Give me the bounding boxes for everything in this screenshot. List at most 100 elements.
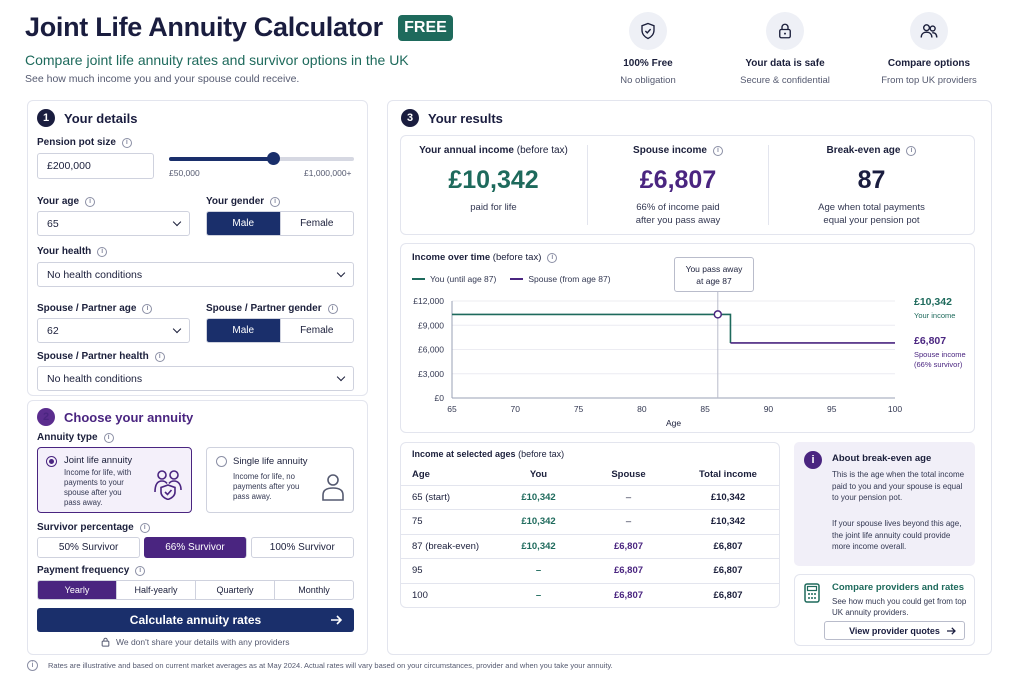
annuity-heading: 2 Choose your annuity bbox=[37, 408, 193, 426]
table-title-text: Income at selected ages bbox=[412, 449, 516, 459]
info-icon[interactable]: i bbox=[97, 246, 108, 257]
spouse-age-select[interactable]: 62 bbox=[37, 318, 190, 343]
end-label-spouse-value: £6,807 bbox=[914, 335, 947, 347]
spouse-gender-male[interactable]: Male bbox=[207, 319, 281, 342]
about-p2: If your spouse lives beyond this age, th… bbox=[832, 519, 962, 551]
joint-life-option[interactable]: Joint life annuity Income for life, with… bbox=[37, 447, 192, 513]
x-tick-label: 70 bbox=[511, 404, 521, 414]
gender-toggle: Male Female bbox=[206, 211, 354, 236]
info-icon[interactable]: i bbox=[139, 522, 150, 533]
cell-you: £10,342 bbox=[496, 484, 581, 510]
info-icon[interactable]: i bbox=[142, 303, 153, 314]
info-icon[interactable]: i bbox=[547, 252, 558, 263]
radio-unselected[interactable] bbox=[216, 456, 227, 467]
col-you: You bbox=[529, 469, 548, 481]
feature-sub: Secure & confidential bbox=[740, 75, 830, 86]
free-badge: FREE bbox=[398, 15, 453, 41]
health-label: Your health i bbox=[37, 246, 108, 257]
freq-yearly[interactable]: Yearly bbox=[38, 581, 117, 599]
y-tick-label: £12,000 bbox=[413, 296, 444, 306]
info-icon[interactable]: i bbox=[121, 137, 132, 148]
series-you-line bbox=[452, 313, 732, 343]
annuity-heading-text: Choose your annuity bbox=[64, 409, 194, 425]
table-row: 75 £10,342 – £10,342 bbox=[401, 509, 780, 534]
callout-line1: You pass away bbox=[685, 264, 743, 274]
slider-min-label: £50,000 bbox=[169, 168, 200, 178]
person-icon bbox=[321, 472, 345, 507]
gender-male[interactable]: Male bbox=[207, 212, 281, 235]
pass-away-callout: You pass away at age 87 bbox=[674, 257, 754, 292]
annual-income-label: Your annual income (before tax) bbox=[400, 145, 587, 156]
spouse-gender-toggle: Male Female bbox=[206, 318, 354, 343]
annual-income-sub: paid for life bbox=[470, 202, 517, 213]
calculate-button[interactable]: Calculate annuity rates bbox=[37, 608, 354, 632]
info-icon[interactable]: i bbox=[103, 432, 114, 443]
about-title: About break-even age bbox=[832, 453, 932, 464]
breakeven-sub2: equal your pension pot bbox=[823, 215, 920, 226]
info-icon[interactable]: i bbox=[85, 196, 96, 207]
cell-age: 87 (break-even) bbox=[401, 533, 496, 559]
freq-quarterly[interactable]: Quarterly bbox=[196, 581, 275, 599]
joint-life-title: Joint life annuity bbox=[64, 455, 133, 466]
lock-icon bbox=[101, 637, 110, 647]
info-icon[interactable]: i bbox=[327, 303, 338, 314]
table-title-small: (before tax) bbox=[518, 449, 565, 459]
gender-label: Your gender i bbox=[206, 196, 281, 207]
info-icon[interactable]: i bbox=[154, 351, 165, 362]
info-icon[interactable]: i bbox=[135, 565, 146, 576]
spouse-health-select[interactable]: No health conditions bbox=[37, 366, 354, 391]
health-select[interactable]: No health conditions bbox=[37, 262, 354, 287]
arrow-right-icon bbox=[947, 626, 956, 635]
view-quotes-label: View provider quotes bbox=[849, 625, 940, 636]
freq-monthly[interactable]: Monthly bbox=[298, 585, 330, 595]
info-icon[interactable]: i bbox=[712, 145, 723, 156]
end-label-spouse-sub: Spouse income (66% survivor) bbox=[914, 350, 966, 369]
pot-label: Pension pot size i bbox=[37, 137, 132, 148]
shield-check-icon bbox=[629, 12, 667, 50]
survivor-label-text: Survivor percentage bbox=[37, 522, 134, 533]
pot-label-text: Pension pot size bbox=[37, 137, 116, 148]
gender-label-text: Your gender bbox=[206, 196, 265, 207]
cell-age: 65 (start) bbox=[401, 484, 496, 510]
cell-spouse: £6,807 bbox=[581, 558, 676, 583]
col-age: Age bbox=[412, 469, 430, 481]
step-number: 1 bbox=[37, 109, 55, 127]
view-quotes-button[interactable]: View provider quotes bbox=[824, 621, 965, 640]
info-icon[interactable]: i bbox=[906, 145, 917, 156]
cell-you: £10,342 bbox=[496, 533, 581, 559]
pot-slider-thumb[interactable] bbox=[266, 152, 280, 165]
gender-female[interactable]: Female bbox=[300, 218, 334, 229]
breakeven-value: 87 bbox=[857, 166, 886, 194]
y-tick-label: £3,000 bbox=[418, 369, 444, 379]
slider-max-label: £1,000,000+ bbox=[304, 168, 352, 178]
spouse-income-summary: Spouse income i £6,807 66% of income paid… bbox=[588, 145, 768, 227]
y-tick-label: £0 bbox=[435, 393, 445, 403]
survivor-50[interactable]: 50% Survivor bbox=[37, 537, 141, 558]
pot-input[interactable]: £200,000 bbox=[37, 153, 154, 179]
details-heading: 1 Your details bbox=[37, 109, 137, 127]
spouse-health-label: Spouse / Partner health i bbox=[37, 351, 165, 362]
survivor-100[interactable]: 100% Survivor bbox=[250, 537, 354, 558]
spouse-gender-female[interactable]: Female bbox=[300, 325, 334, 336]
survivor-66[interactable]: 66% Survivor bbox=[144, 537, 247, 558]
results-heading: 3 Your results bbox=[401, 109, 503, 127]
spouse-income-sub2: after you pass away bbox=[635, 215, 721, 226]
age-select[interactable]: 65 bbox=[37, 211, 190, 236]
page-title: Joint Life Annuity Calculator bbox=[25, 12, 383, 42]
feature-safe: Your data is safe Secure & confidential bbox=[720, 12, 850, 86]
cell-you: £10,342 bbox=[496, 509, 581, 534]
footer-disclaimer: i Rates are illustrative and based on cu… bbox=[27, 660, 613, 671]
breakeven-label-text: Break-even age bbox=[826, 145, 901, 156]
chevron-down-icon bbox=[172, 217, 182, 227]
freq-half-yearly[interactable]: Half-yearly bbox=[117, 581, 196, 599]
info-icon[interactable]: i bbox=[270, 196, 281, 207]
cell-spouse: £6,807 bbox=[581, 533, 676, 559]
single-life-option[interactable]: Single life annuity Income for life, no … bbox=[206, 447, 354, 513]
privacy-text: We don't share your details with any pro… bbox=[116, 637, 290, 647]
x-tick-label: 65 bbox=[447, 404, 457, 414]
radio-selected[interactable] bbox=[46, 456, 57, 467]
pot-slider-fill bbox=[169, 157, 273, 161]
callout-line2: at age 87 bbox=[696, 276, 732, 286]
x-tick-label: 75 bbox=[574, 404, 584, 414]
pot-slider-track[interactable] bbox=[169, 152, 354, 165]
